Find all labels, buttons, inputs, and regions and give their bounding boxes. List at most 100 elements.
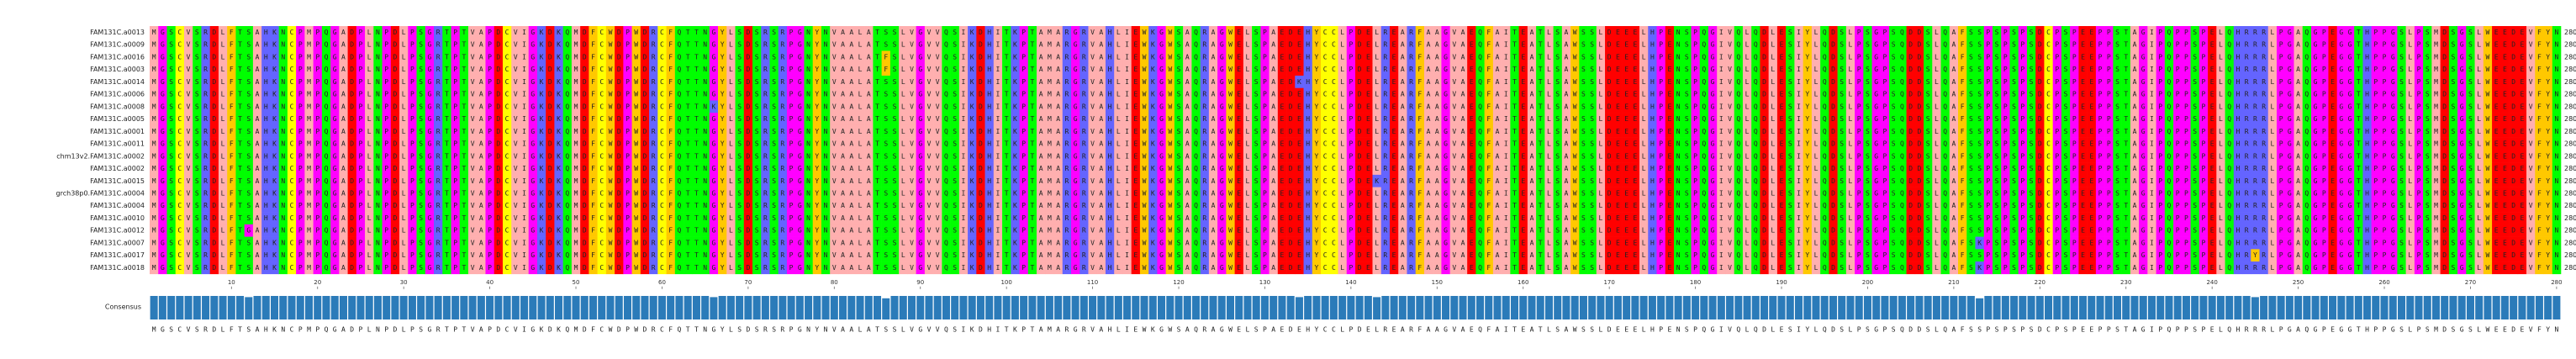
- residue-cell: [158, 50, 167, 64]
- residue-cell: [562, 50, 573, 64]
- residue-cell: [1312, 75, 1322, 88]
- residue-cell: [1191, 50, 1201, 64]
- residue-cell: [1768, 113, 1778, 126]
- residue-cell: [313, 100, 323, 114]
- residue-cell: [1088, 75, 1098, 88]
- residue-cell: [1433, 113, 1442, 126]
- residue-cell: [1053, 100, 1064, 114]
- residue-cell: [838, 100, 847, 114]
- residue-cell: [2044, 100, 2053, 114]
- residue-cell: [1286, 87, 1296, 101]
- residue-cell: [2276, 50, 2286, 64]
- residue-cell: [615, 38, 624, 51]
- residue-cell: [1019, 100, 1029, 114]
- residue-cell: [1329, 38, 1338, 51]
- residue-cell: [2182, 75, 2191, 88]
- residue-cell: [984, 87, 995, 101]
- residue-cell: [1768, 50, 1778, 64]
- residue-cell: [924, 38, 934, 51]
- residue-cell: [1260, 87, 1270, 101]
- residue-cell: [597, 100, 607, 114]
- residue-cell: [1648, 63, 1657, 77]
- residue-cell: [2285, 50, 2294, 64]
- residue-cell: [1269, 75, 1279, 88]
- residue-cell: [795, 50, 805, 64]
- residue-cell: [1622, 63, 1632, 77]
- residue-cell: [1570, 38, 1580, 51]
- residue-cell: [365, 75, 374, 88]
- residue-cell: [1467, 113, 1476, 126]
- residue-cell: [657, 100, 667, 114]
- residue-cell: [1561, 100, 1571, 114]
- residue-cell: [615, 100, 624, 114]
- residue-cell: [2070, 26, 2079, 40]
- residue-cell: [2104, 38, 2114, 51]
- residue-cell: [1200, 38, 1210, 51]
- residue-cell: [494, 38, 504, 51]
- residue-cell: [425, 87, 435, 101]
- residue-cell: [235, 38, 245, 51]
- residue-cell: [1407, 113, 1416, 126]
- residue-cell: [864, 75, 874, 88]
- residue-cell: [2526, 38, 2536, 51]
- residue-cell: [1286, 38, 1296, 51]
- residue-cell: [2087, 113, 2097, 126]
- residue-cell: [1811, 75, 1821, 88]
- residue-cell: [1105, 75, 1115, 88]
- residue-cell: [511, 38, 520, 51]
- residue-cell: [1992, 38, 2002, 51]
- residue-cell: [1665, 87, 1675, 101]
- residue-cell: [451, 87, 461, 101]
- residue-cell: [899, 87, 908, 101]
- residue-cell: [183, 26, 193, 40]
- residue-cell: [1027, 26, 1037, 40]
- residue-cell: [1622, 38, 1632, 51]
- residue-cell: [778, 113, 788, 126]
- residue-cell: [166, 50, 177, 64]
- residue-cell: [347, 87, 357, 101]
- residue-cell: [1924, 113, 1933, 126]
- residue-cell: [1889, 26, 1898, 40]
- residue-cell: [1011, 113, 1020, 126]
- residue-cell: [459, 26, 469, 40]
- residue-cell: [1303, 38, 1313, 51]
- residue-cell: [546, 113, 555, 126]
- residue-cell: [382, 38, 392, 51]
- residue-cell: [2267, 26, 2278, 40]
- residue-cell: [700, 113, 710, 126]
- residue-cell: [2320, 100, 2329, 114]
- residue-cell: [1260, 38, 1270, 51]
- residue-cell: [1829, 63, 1838, 77]
- residue-cell: [976, 38, 985, 51]
- residue-cell: [1449, 26, 1460, 40]
- residue-cell: [1492, 26, 1502, 40]
- residue-cell: [536, 26, 546, 40]
- residue-cell: [1639, 50, 1649, 64]
- residue-cell: [459, 100, 469, 114]
- residue-cell: [1863, 38, 1872, 51]
- residue-cell: [1243, 63, 1253, 77]
- residue-cell: [1380, 26, 1391, 40]
- residue-cell: [546, 63, 555, 77]
- residue-cell: [304, 100, 314, 114]
- residue-cell: [605, 38, 615, 51]
- residue-cell: [511, 50, 520, 64]
- residue-cell: [304, 113, 314, 126]
- residue-cell: [1725, 63, 1734, 77]
- residue-cell: [2147, 100, 2156, 114]
- residue-cell: [631, 113, 641, 126]
- residue-cell: [2130, 100, 2140, 114]
- residue-cell: [623, 75, 632, 88]
- residue-cell: [1880, 26, 1890, 40]
- residue-cell: [1811, 50, 1821, 64]
- residue-cell: [769, 100, 779, 114]
- residue-cell: [743, 75, 753, 88]
- residue-cell: [1855, 50, 1864, 64]
- residue-cell: [1433, 50, 1442, 64]
- residue-cell: [1088, 63, 1098, 77]
- residue-cell: [1527, 100, 1537, 114]
- residue-cell: [2474, 26, 2484, 40]
- residue-cell: [2345, 75, 2355, 88]
- residue-cell: [1966, 75, 1976, 88]
- residue-cell: [1699, 38, 1709, 51]
